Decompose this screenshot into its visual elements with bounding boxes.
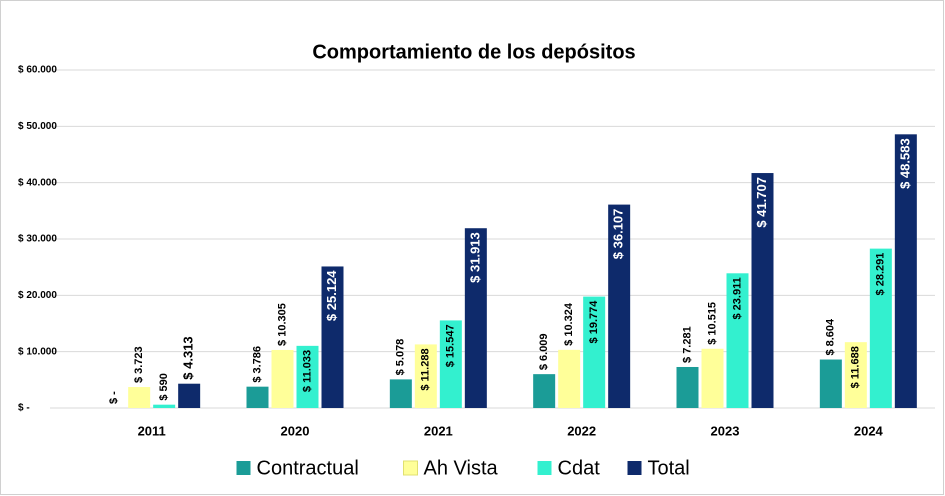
y-tick-label: $ - [18,403,30,414]
bar [533,374,556,408]
bar [321,266,344,408]
data-label: $ 5.078 [395,339,407,376]
y-tick-label: $ 50.000 [18,121,57,132]
data-label: $ 10.305 [276,303,288,346]
x-tick-label: 2022 [567,423,596,438]
x-tick-label: 2024 [854,423,884,438]
legend-label: Contractual [257,457,359,479]
bar [414,344,437,408]
data-label: $ 3.786 [251,346,263,383]
bar [676,366,699,408]
bar [819,359,842,408]
data-label: $ 28.291 [875,253,887,296]
bar [246,386,269,408]
x-tick-label: 2021 [424,423,453,438]
y-tick-label: $ 30.000 [18,234,57,245]
y-tick-label: $ 20.000 [18,290,57,301]
bar [128,387,151,408]
bar [583,296,606,408]
data-label: $ 11.288 [420,348,432,390]
bar [608,204,631,408]
bar [153,404,176,408]
data-label: $ 11.033 [301,350,313,392]
bar [464,228,487,408]
legend-label: Ah Vista [424,457,499,479]
legend-swatch [627,461,642,475]
data-label: $ 8.604 [825,318,837,356]
data-label: $ 19.774 [588,300,600,344]
legend-label: Cdat [558,457,601,479]
data-label: $ 6.009 [538,333,550,370]
bar [869,248,892,408]
bar [894,134,917,408]
x-tick-label: 2020 [281,423,310,438]
data-label: $ 10.515 [706,302,718,345]
data-label: $ 3.723 [133,346,145,383]
bar [439,320,462,408]
data-label: $ 7.281 [681,326,693,363]
data-label: $ - [108,391,120,404]
data-label: $ 31.913 [467,232,482,283]
legend-swatch [403,460,418,476]
data-label: $ 15.547 [445,324,457,367]
data-label: $ 10.324 [563,302,575,346]
bar [296,345,319,408]
y-tick-label: $ 60.000 [18,65,57,76]
legend-swatch [537,461,552,475]
bar [178,383,201,408]
bar [844,342,867,408]
y-tick-label: $ 10.000 [18,346,57,357]
x-tick-label: 2023 [711,423,740,438]
data-label: $ 41.707 [754,177,769,228]
legend-swatch [236,461,251,475]
data-label: $ 48.583 [897,138,912,189]
bar [271,349,294,408]
data-label: $ 23.911 [731,277,743,319]
bar [751,173,774,408]
data-label: $ 4.313 [181,336,196,379]
y-tick-label: $ 40.000 [18,177,57,188]
legend-label: Total [648,457,690,479]
x-tick-label: 2011 [138,423,166,438]
bar [389,379,412,408]
data-label: $ 590 [158,373,170,401]
data-label: $ 25.124 [324,270,339,321]
bar [701,348,724,408]
bar [726,273,749,408]
data-label: $ 11.688 [850,346,862,388]
chart-title: Comportamiento de los depósitos [312,41,635,63]
data-label: $ 36.107 [611,209,626,260]
bar [558,349,581,408]
